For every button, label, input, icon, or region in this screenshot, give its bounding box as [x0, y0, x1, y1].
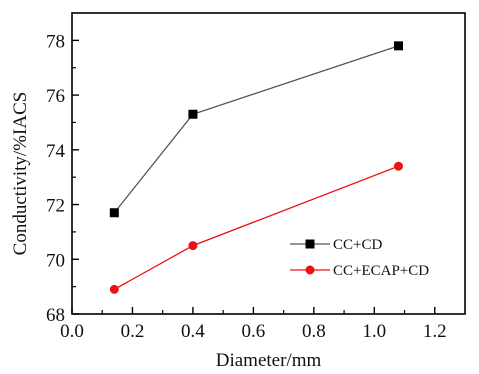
x-axis-ticks: 0.0 0.2 0.4 0.6 0.8 1.0 1.2 [60, 307, 447, 342]
x-axis-title: Diameter/mm [216, 350, 322, 371]
x-tick-label: 0.6 [242, 321, 266, 342]
plot-frame [71, 12, 466, 315]
y-tick-label: 76 [46, 86, 65, 107]
data-point-series-2 [393, 161, 403, 171]
series-layer [109, 41, 403, 294]
y-tick-label: 68 [46, 305, 65, 326]
legend-marker [305, 239, 315, 249]
data-point-series-2 [109, 284, 119, 294]
x-tick-label: 0.0 [60, 321, 84, 342]
x-tick-label: 0.8 [302, 321, 326, 342]
legend-label: CC+CD [333, 237, 382, 253]
x-tick-label: 1.0 [362, 321, 386, 342]
y-axis-ticks: 68 70 72 74 76 78 [46, 31, 79, 326]
x-tick-label: 0.2 [121, 321, 145, 342]
legend: CC+CD CC+ECAP+CD [290, 237, 429, 279]
legend-label: CC+ECAP+CD [333, 263, 429, 279]
y-tick-label: 74 [46, 141, 66, 162]
axes [71, 12, 466, 315]
data-point-series-1 [109, 208, 119, 218]
series-line-1 [113, 45, 399, 214]
x-tick-label: 1.2 [423, 321, 447, 342]
x-tick-label: 0.4 [181, 321, 205, 342]
y-tick-label: 72 [46, 196, 65, 217]
data-point-series-2 [188, 241, 198, 251]
y-tick-label: 70 [46, 250, 65, 271]
y-tick-label: 78 [46, 31, 65, 52]
data-point-series-1 [393, 41, 403, 51]
data-point-series-1 [188, 109, 198, 119]
legend-marker [305, 265, 315, 275]
y-axis-title: Conductivity/%IACS [10, 92, 31, 256]
